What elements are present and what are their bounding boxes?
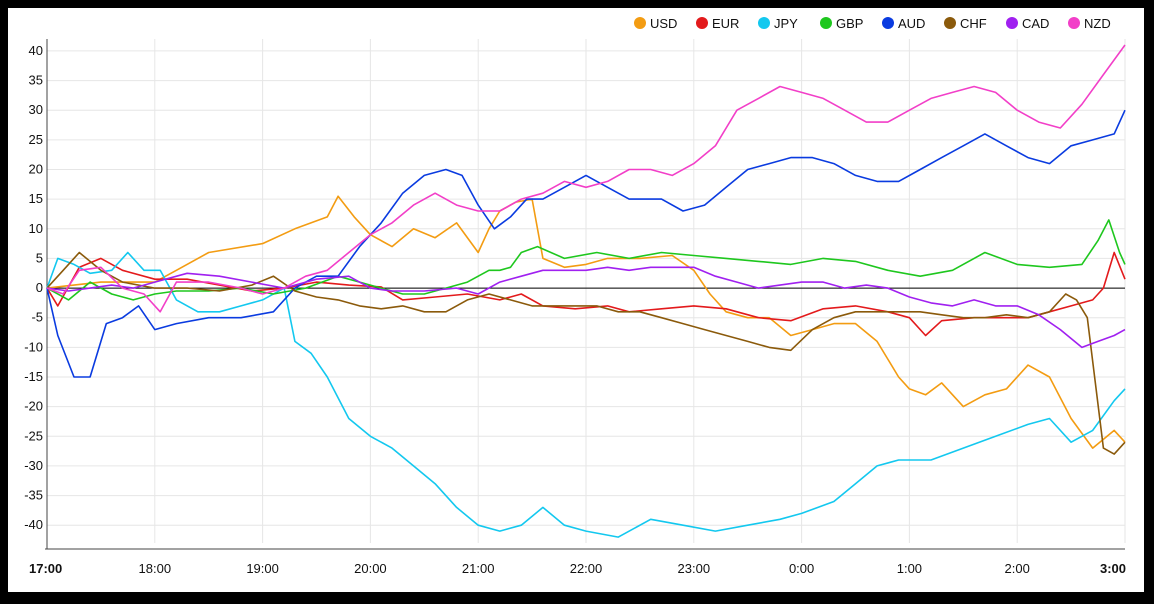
legend-label: AUD xyxy=(898,16,925,31)
y-tick-label: -40 xyxy=(24,517,43,532)
y-tick-label: 25 xyxy=(29,132,43,147)
y-tick-label: 40 xyxy=(29,43,43,58)
series-line-aud xyxy=(46,109,1126,378)
x-tick-label: 17:00 xyxy=(29,561,62,576)
y-tick-label: -15 xyxy=(24,369,43,384)
y-tick-label: 30 xyxy=(29,102,43,117)
legend-swatch xyxy=(1006,17,1018,29)
legend-label: USD xyxy=(650,16,677,31)
y-tick-label: -20 xyxy=(24,399,43,414)
legend-label: NZD xyxy=(1084,16,1111,31)
chart-panel: 40 35 30 25 20 15 10 5 0 -5 -10 -15 -20 -25 -30 -35 -40 1… xyxy=(8,8,1144,592)
legend-item-cad[interactable]: CAD xyxy=(1006,16,1049,31)
y-tick-label: 5 xyxy=(36,250,43,265)
x-tick-label: 19:00 xyxy=(246,561,279,576)
legend[interactable]: USD EUR JPY GBP AUD CHF CAD NZD xyxy=(634,16,1111,31)
legend-swatch xyxy=(758,17,770,29)
legend-item-aud[interactable]: AUD xyxy=(882,16,925,31)
legend-label: CAD xyxy=(1022,16,1049,31)
legend-item-eur[interactable]: EUR xyxy=(696,16,739,31)
series-line-cad xyxy=(46,266,1126,349)
x-tick-label: 1:00 xyxy=(897,561,922,576)
x-tick-label: 22:00 xyxy=(570,561,603,576)
y-tick-label: 10 xyxy=(29,221,43,236)
series-line-nzd xyxy=(46,44,1126,313)
x-tick-label: 21:00 xyxy=(462,561,495,576)
series-line-eur xyxy=(46,251,1126,337)
series-line-jpy xyxy=(46,251,1126,538)
legend-item-jpy[interactable]: JPY xyxy=(758,16,798,31)
x-tick-label: 0:00 xyxy=(789,561,814,576)
series-line-chf xyxy=(46,251,1126,455)
x-tick-label: 3:00 xyxy=(1100,561,1126,576)
legend-label: CHF xyxy=(960,16,987,31)
legend-item-usd[interactable]: USD xyxy=(634,16,677,31)
axes: 40 35 30 25 20 15 10 5 0 -5 -10 -15 -20 -25 -30 -35 -40 1… xyxy=(24,39,1126,576)
y-tick-label: -30 xyxy=(24,458,43,473)
legend-swatch xyxy=(820,17,832,29)
y-tick-label: 15 xyxy=(29,191,43,206)
legend-label: GBP xyxy=(836,16,863,31)
y-tick-label: 35 xyxy=(29,73,43,88)
y-tick-label: 20 xyxy=(29,162,43,177)
series-lines xyxy=(46,44,1126,538)
legend-item-nzd[interactable]: NZD xyxy=(1068,16,1111,31)
legend-swatch xyxy=(1068,17,1080,29)
x-tick-label: 2:00 xyxy=(1005,561,1030,576)
y-tick-label: -10 xyxy=(24,339,43,354)
legend-item-gbp[interactable]: GBP xyxy=(820,16,863,31)
legend-item-chf[interactable]: CHF xyxy=(944,16,987,31)
y-tick-label: -5 xyxy=(31,310,43,325)
legend-swatch xyxy=(696,17,708,29)
x-tick-label: 20:00 xyxy=(354,561,387,576)
legend-label: JPY xyxy=(774,16,798,31)
line-chart: 40 35 30 25 20 15 10 5 0 -5 -10 -15 -20 -25 -30 -35 -40 1… xyxy=(24,16,1126,576)
y-tick-label: -35 xyxy=(24,488,43,503)
legend-swatch xyxy=(944,17,956,29)
x-tick-label: 18:00 xyxy=(139,561,172,576)
y-tick-label: 0 xyxy=(36,280,43,295)
legend-label: EUR xyxy=(712,16,739,31)
series-line-usd xyxy=(46,195,1126,449)
x-tick-label: 23:00 xyxy=(678,561,711,576)
legend-swatch xyxy=(882,17,894,29)
y-tick-label: -25 xyxy=(24,428,43,443)
legend-swatch xyxy=(634,17,646,29)
